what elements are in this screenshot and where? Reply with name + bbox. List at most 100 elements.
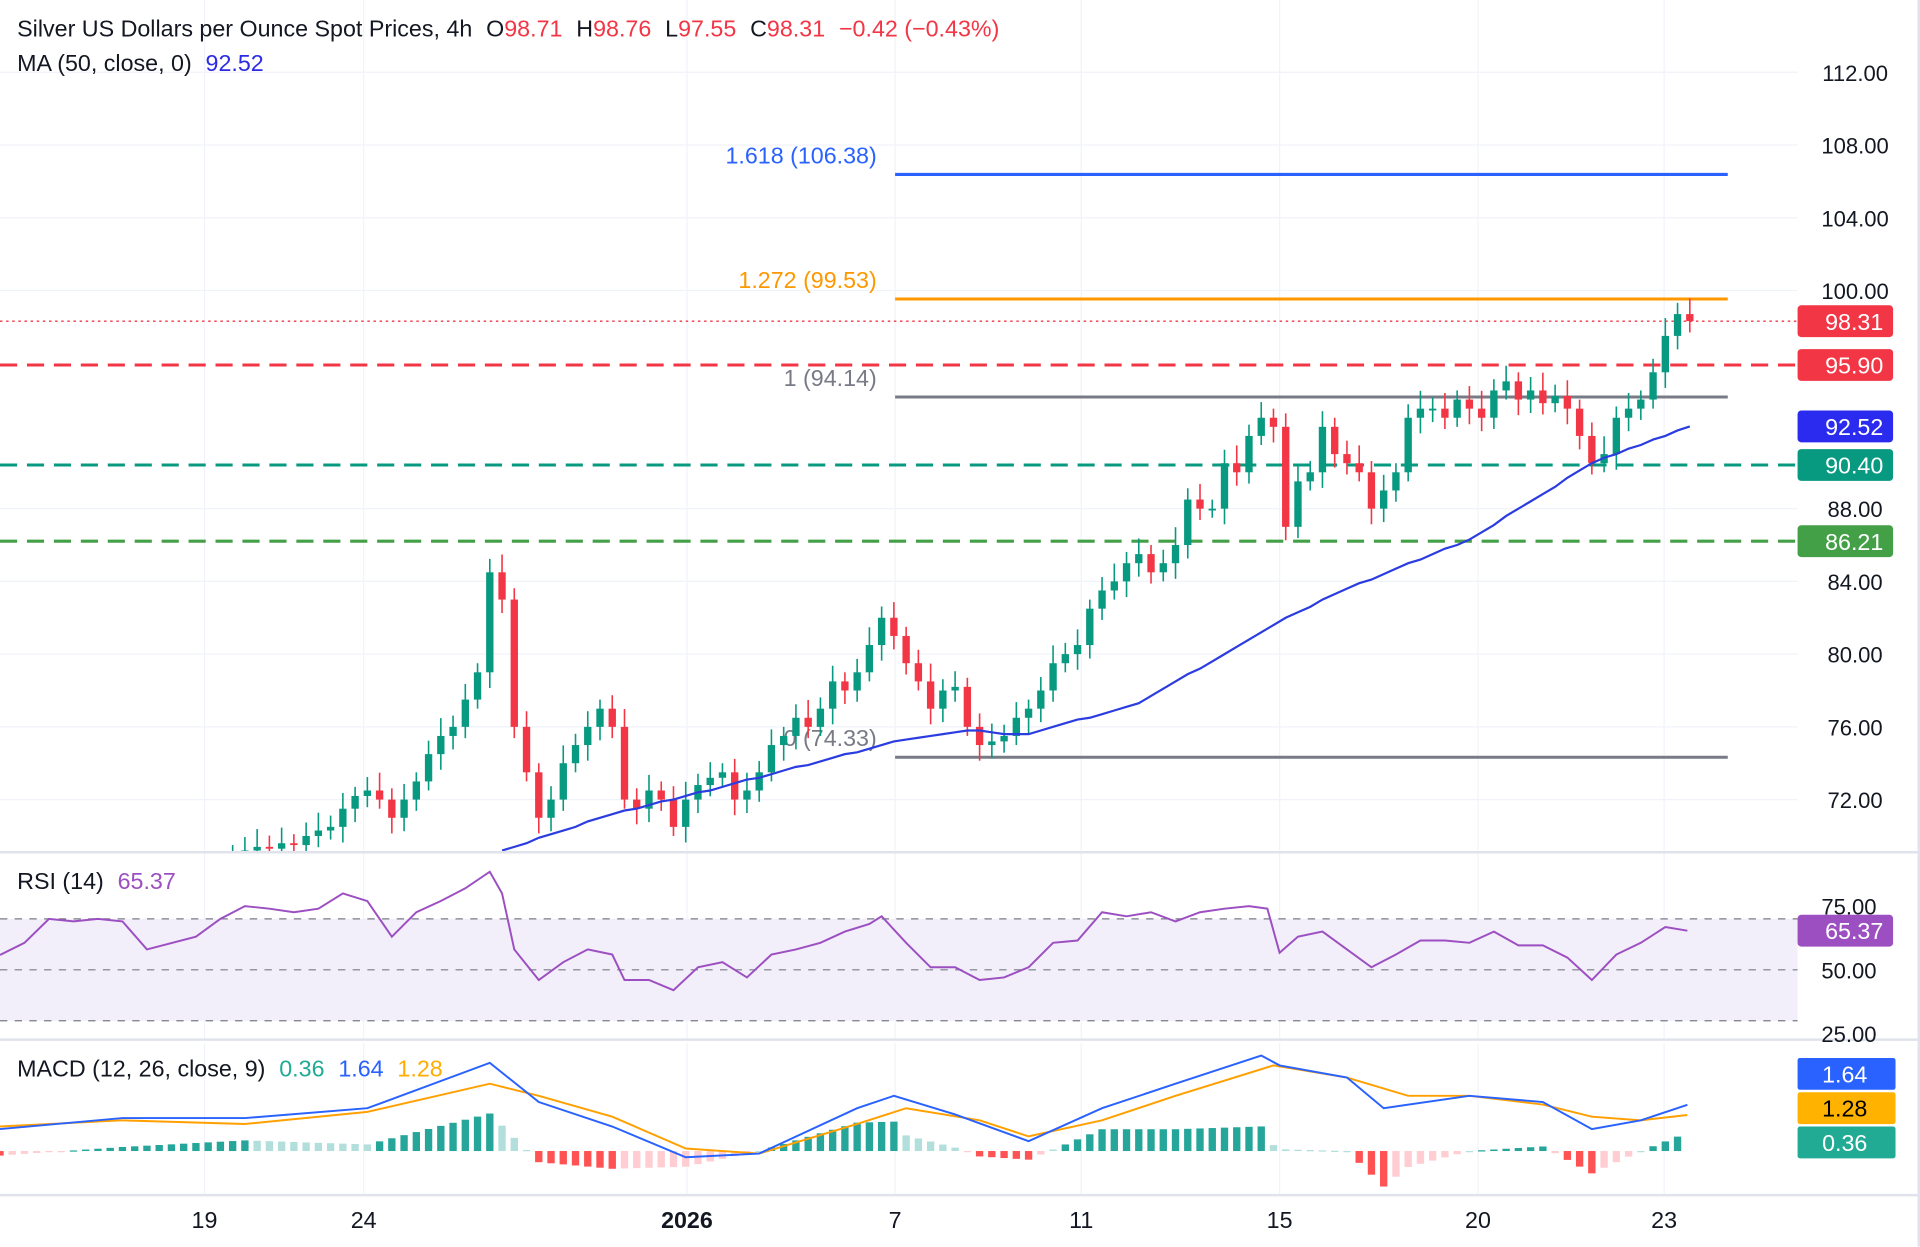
candle-body — [1306, 472, 1314, 482]
rsi-axis-label: 25.00 — [1821, 1022, 1876, 1047]
macd-histogram-bar — [1098, 1129, 1106, 1152]
price-axis-label: 108.00 — [1821, 134, 1888, 159]
macd-histogram-bar — [633, 1151, 641, 1169]
macd-histogram-bar — [804, 1136, 812, 1152]
candle-body — [1208, 508, 1216, 511]
price-axis-label: 100.00 — [1821, 279, 1888, 304]
candle-body — [449, 726, 457, 736]
macd-histogram-bar — [877, 1121, 886, 1152]
macd-histogram-bar — [1294, 1149, 1302, 1152]
macd-histogram-bar — [669, 1151, 678, 1168]
rsi-legend[interactable]: RSI (14) 65.37 — [17, 869, 183, 896]
candle-body — [1122, 563, 1131, 582]
macd-histogram-bar — [106, 1147, 114, 1152]
rsi-value: 65.37 — [117, 869, 176, 896]
macd-badge — [1797, 1126, 1896, 1159]
close-value: 98.31 — [766, 17, 826, 43]
price-axis-label: 112.00 — [1822, 61, 1888, 86]
macd-histogram-bar — [241, 1140, 249, 1152]
candle-body — [1331, 426, 1339, 455]
macd-histogram-bar — [1355, 1151, 1363, 1163]
macd-histogram-bar — [1367, 1151, 1376, 1175]
time-axis-label: 2026 — [661, 1207, 713, 1233]
candle-body — [351, 795, 359, 809]
macd-histogram-bar — [926, 1141, 935, 1152]
candle-body — [1086, 608, 1094, 646]
ma50-line — [501, 425, 1691, 852]
macd-hist-value: 0.36 — [279, 1056, 325, 1083]
price-axis-label: 80.00 — [1828, 643, 1883, 668]
candle-body — [584, 726, 592, 746]
candle-body — [1245, 435, 1253, 473]
macd-histogram-bar — [1624, 1151, 1633, 1157]
candle-body — [1637, 399, 1645, 409]
candle-body — [1575, 408, 1584, 436]
candle-body — [963, 686, 972, 727]
candle-body — [1392, 472, 1400, 491]
close-label: C — [750, 17, 767, 43]
ma-legend[interactable]: MA (50, close, 0) 92.52 — [17, 51, 271, 78]
macd-histogram-bar — [547, 1151, 555, 1164]
macd-histogram-bar — [1061, 1144, 1069, 1152]
candle-body — [1012, 717, 1021, 736]
macd-histogram-bar — [1477, 1150, 1486, 1152]
macd-histogram-bar — [33, 1151, 41, 1154]
candle-body — [547, 799, 555, 818]
candle-body — [669, 799, 678, 827]
macd-histogram-bar — [1110, 1129, 1118, 1152]
candle-body — [608, 708, 616, 727]
macd-histogram-bar — [351, 1144, 359, 1152]
price-badge — [1797, 525, 1894, 558]
candle-body — [890, 617, 898, 636]
macd-histogram-bar — [449, 1122, 457, 1152]
macd-histogram-bar — [82, 1149, 90, 1152]
macd-histogram-bar — [1575, 1151, 1584, 1167]
macd-histogram-bar — [1637, 1151, 1645, 1153]
candle-body — [510, 599, 518, 727]
candle-body — [951, 686, 959, 691]
macd-histogram-bar — [461, 1119, 469, 1152]
candle-body — [498, 572, 506, 600]
macd-histogram-bar — [731, 1151, 739, 1157]
candle-body — [804, 717, 812, 727]
macd-legend[interactable]: MACD (12, 26, close, 9) 0.36 1.64 1.28 — [17, 1057, 450, 1084]
macd-histogram-bar — [522, 1150, 531, 1152]
macd-histogram-bar — [424, 1128, 433, 1152]
candle-body — [559, 763, 567, 800]
macd-histogram-bar — [1441, 1151, 1449, 1158]
macd-histogram-bar — [20, 1151, 29, 1154]
macd-histogram-bar — [1269, 1145, 1278, 1152]
candle-body — [302, 835, 310, 846]
macd-histogram-bar — [755, 1151, 763, 1153]
candle-body — [375, 790, 384, 800]
candle-body — [975, 726, 984, 746]
open-value: 98.71 — [504, 17, 563, 43]
candle-body — [706, 777, 714, 786]
candle-body — [1355, 463, 1363, 473]
candle-body — [620, 726, 629, 800]
macd-histogram-bar — [1465, 1151, 1474, 1153]
macd-histogram-bar — [167, 1144, 176, 1152]
macd-histogram-bar — [277, 1141, 286, 1152]
macd-histogram-bar — [143, 1145, 151, 1152]
candle-body — [571, 745, 580, 764]
candle-body — [914, 663, 923, 682]
macd-line — [0, 1054, 1688, 1159]
candle-body — [1477, 408, 1486, 418]
candle-body — [363, 790, 372, 796]
macd-histogram-bar — [645, 1151, 653, 1168]
macd-histogram-bar — [1208, 1128, 1216, 1152]
candle-body — [1073, 645, 1082, 655]
macd-histogram-bar — [682, 1151, 690, 1167]
macd-histogram-bar — [780, 1143, 788, 1152]
symbol-title[interactable]: Silver US Dollars per Ounce Spot Prices,… — [17, 17, 473, 43]
macd-histogram-bar — [363, 1144, 372, 1152]
candle-body — [1343, 454, 1351, 464]
candle-body — [1588, 435, 1596, 464]
macd-histogram-bar — [1159, 1129, 1167, 1152]
macd-histogram-bar — [228, 1141, 237, 1152]
macd-histogram-bar — [939, 1144, 947, 1152]
price-axis-label: 84.00 — [1828, 570, 1883, 595]
candle-body — [241, 850, 249, 852]
